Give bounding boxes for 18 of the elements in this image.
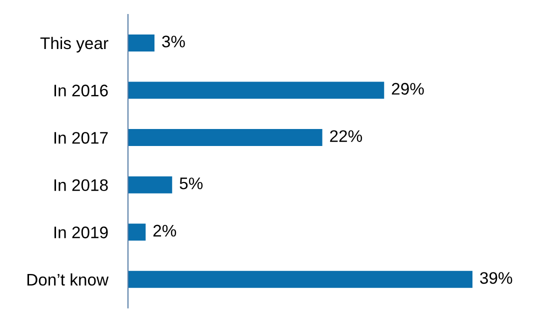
bar (128, 129, 322, 146)
bar (128, 34, 154, 52)
data-label: 3% (162, 36, 185, 48)
y-tick-label: This year (40, 36, 108, 52)
data-label: 5% (180, 178, 203, 190)
bar (128, 224, 146, 241)
data-label: 22% (330, 130, 362, 142)
y-tick-label: Don’t know (27, 273, 109, 286)
data-label: 2% (153, 224, 176, 237)
y-tick-label: In 2017 (54, 132, 108, 144)
data-label: 39% (480, 272, 512, 284)
y-tick-label: In 2019 (54, 226, 108, 238)
data-label: 29% (392, 82, 424, 95)
bar (128, 82, 384, 99)
bar (128, 270, 472, 288)
y-tick-label: In 2018 (54, 179, 108, 192)
bar (128, 176, 172, 194)
y-tick-label: In 2016 (54, 84, 108, 96)
